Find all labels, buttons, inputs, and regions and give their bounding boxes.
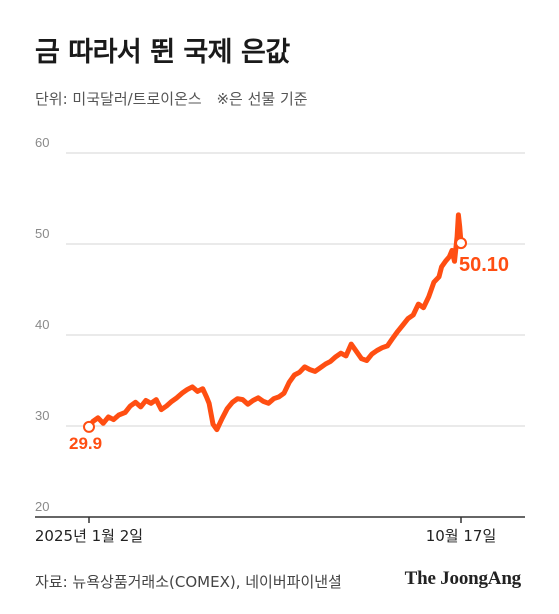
chart-subtitle: 단위: 미국달러/트로이온스 ※은 선물 기준	[35, 88, 308, 109]
y-tick-label: 40	[35, 317, 49, 332]
brand-logo: The JoongAng	[404, 568, 522, 589]
chart-title: 금 따라서 뛴 국제 은값	[35, 37, 290, 68]
end-value-label: 50.10	[459, 254, 509, 276]
y-tick-label: 60	[35, 135, 49, 150]
y-tick-label: 30	[35, 408, 49, 423]
source-note: 자료: 뉴욕상품거래소(COMEX), 네이버파이낸셜	[35, 573, 342, 591]
y-tick-label: 50	[35, 226, 49, 241]
end-point-marker	[455, 237, 467, 250]
silver-price-chart: 20 30 40 50 60 2025년 1월 2일 10월 17일 29.9 50.10	[35, 135, 525, 545]
price-line	[86, 212, 464, 433]
y-tick-label: 20	[35, 499, 49, 514]
start-point-marker	[83, 420, 95, 433]
start-value-label: 29.9	[69, 434, 102, 453]
x-label-start: 2025년 1월 2일	[35, 527, 143, 545]
x-label-end: 10월 17일	[426, 527, 497, 545]
basis-note: ※은 선물 기준	[216, 90, 308, 108]
unit-label: 단위: 미국달러/트로이온스	[35, 90, 202, 108]
